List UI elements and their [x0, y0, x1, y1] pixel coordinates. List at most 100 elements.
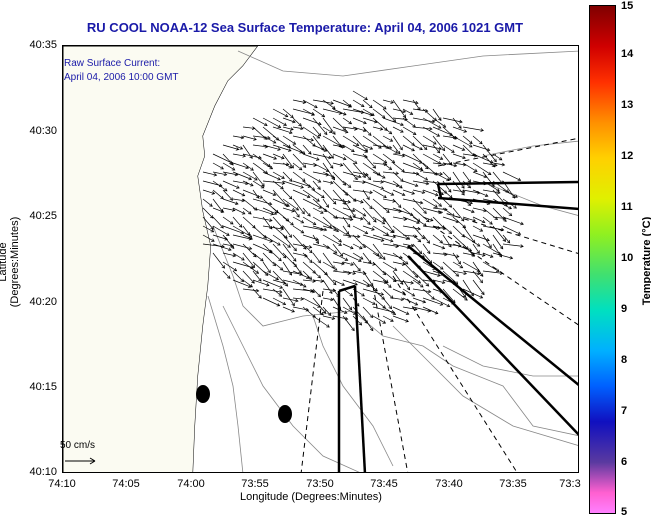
current-arrow — [422, 288, 435, 300]
current-arrow — [472, 270, 483, 283]
current-arrow-head — [246, 232, 251, 236]
current-arrow-head — [369, 314, 374, 319]
current-arrow-head — [290, 222, 294, 226]
current-arrow-head — [405, 236, 410, 241]
current-arrow — [352, 270, 367, 275]
current-arrow — [362, 189, 370, 200]
current-arrow — [432, 297, 450, 307]
current-arrow-head — [441, 245, 446, 250]
current-arrow-head — [373, 219, 377, 223]
current-arrow-head — [441, 280, 446, 285]
current-arrow — [292, 144, 306, 155]
current-arrow — [472, 225, 483, 232]
current-arrow-head — [310, 137, 315, 142]
current-arrow — [292, 189, 311, 198]
current-arrow-head — [434, 204, 438, 208]
current-arrow — [252, 117, 268, 126]
current-arrow-head — [366, 196, 370, 201]
current-arrow — [432, 225, 446, 230]
current-arrow — [232, 162, 249, 169]
current-arrow — [422, 207, 442, 214]
current-arrow — [352, 279, 370, 287]
current-arrow-head — [332, 288, 337, 293]
current-arrow-head — [350, 245, 354, 250]
current-arrow-head — [291, 309, 295, 313]
current-arrow-head — [369, 104, 373, 109]
current-arrow — [312, 135, 325, 151]
current-arrow — [292, 153, 306, 168]
current-arrow-head — [221, 244, 225, 249]
current-arrow-head — [496, 188, 500, 192]
current-arrow-head — [417, 226, 421, 231]
current-arrow-head — [292, 119, 296, 124]
current-arrow — [342, 207, 355, 212]
current-arrow-head — [369, 190, 373, 195]
current-arrow-head — [343, 310, 348, 314]
current-arrow — [232, 153, 246, 157]
current-arrow — [302, 252, 313, 263]
current-arrow-head — [381, 114, 386, 119]
current-arrow-head — [269, 250, 273, 254]
current-arrow-head — [292, 258, 297, 262]
current-arrow — [492, 189, 508, 207]
current-arrow — [392, 153, 405, 157]
current-arrow-head — [481, 219, 486, 224]
current-arrow — [202, 216, 214, 230]
current-arrow — [352, 135, 368, 152]
current-arrow — [292, 180, 311, 188]
current-arrow-head — [295, 207, 300, 211]
current-arrow-head — [229, 160, 233, 164]
current-arrow-head — [404, 261, 409, 265]
current-arrow-head — [223, 172, 228, 177]
current-arrow-head — [417, 280, 422, 284]
current-arrow-head — [288, 234, 292, 238]
current-arrow-head — [451, 213, 455, 217]
current-arrow — [482, 270, 503, 274]
current-arrow — [462, 198, 471, 206]
x-tick-label: 73:50 — [306, 478, 334, 490]
current-arrow — [292, 135, 314, 141]
current-arrow — [482, 162, 498, 166]
current-arrow — [312, 198, 327, 212]
current-arrow — [492, 180, 509, 193]
current-arrow-head — [447, 176, 452, 181]
current-arrow-head — [301, 210, 305, 215]
current-arrow-head — [416, 220, 420, 225]
current-arrow — [452, 117, 462, 129]
current-arrow-head — [447, 189, 452, 193]
current-arrow-head — [491, 183, 495, 188]
current-arrow-head — [211, 238, 215, 242]
current-arrow — [272, 171, 285, 179]
current-arrow-head — [234, 201, 239, 206]
current-arrow-head — [326, 324, 330, 328]
current-arrow — [502, 189, 518, 198]
current-arrow-head — [258, 295, 262, 299]
current-arrow-head — [449, 195, 453, 199]
current-arrow-head — [499, 245, 504, 250]
current-arrow-head — [352, 311, 357, 315]
current-arrow-head — [341, 144, 346, 149]
current-arrow — [302, 108, 315, 116]
current-arrow-head — [403, 217, 408, 221]
current-arrow — [212, 198, 224, 213]
current-arrow-head — [248, 176, 253, 181]
current-arrow — [222, 198, 239, 205]
current-arrow — [292, 234, 307, 250]
current-arrow — [442, 198, 452, 208]
current-arrow — [232, 225, 252, 238]
current-arrow — [252, 225, 267, 239]
current-arrow-head — [338, 242, 343, 246]
current-arrow — [272, 288, 282, 297]
current-arrow-head — [230, 243, 234, 248]
x-tick-label: 73:35 — [499, 478, 527, 490]
current-arrow-head — [497, 190, 501, 195]
current-arrow-head — [423, 210, 427, 214]
current-arrow — [252, 252, 264, 262]
current-arrow — [382, 315, 394, 322]
current-arrow-head — [260, 185, 265, 189]
current-arrow — [382, 207, 402, 212]
current-arrow-head — [362, 213, 367, 217]
colorbar-tick: 10 — [621, 252, 634, 264]
current-arrow — [382, 288, 394, 299]
current-arrow — [342, 315, 355, 331]
